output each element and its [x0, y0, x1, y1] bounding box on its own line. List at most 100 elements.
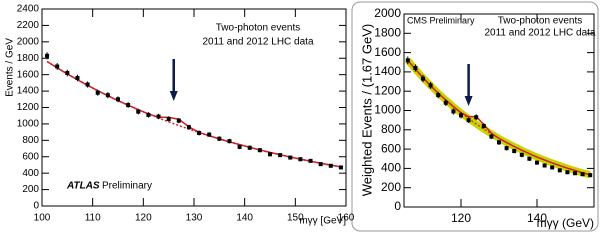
x-tick-label: 120 — [451, 211, 471, 225]
y-tick-label: 1000 — [374, 103, 401, 117]
data-point — [573, 171, 577, 176]
data-point — [156, 114, 161, 119]
data-point — [186, 125, 191, 130]
status-label: Preliminary — [102, 181, 152, 192]
data-point — [55, 64, 60, 69]
data-point — [237, 144, 242, 149]
y-tick-label: 400 — [22, 168, 39, 179]
y-tick-label: 2000 — [374, 6, 401, 20]
data-point — [565, 170, 570, 175]
data-point — [405, 58, 410, 63]
annotation: 2011 and 2012 LHC data — [484, 28, 595, 39]
data-point — [489, 134, 494, 139]
arrow-head — [169, 91, 178, 101]
data-point — [197, 130, 202, 135]
data-point — [428, 83, 433, 88]
data-point — [466, 118, 471, 123]
data-point — [436, 93, 441, 98]
y-axis-label: Weighted Events / (1.67 GeV) — [359, 24, 374, 196]
x-tick-label: 140 — [236, 213, 253, 224]
data-point — [217, 136, 222, 141]
data-point — [535, 160, 539, 165]
experiment-label: ATLAS — [66, 181, 100, 192]
data-point — [136, 109, 141, 114]
x-tick-label: 160 — [338, 213, 355, 224]
data-point — [176, 118, 181, 123]
data-point — [519, 152, 524, 157]
y-tick-label: 0 — [33, 201, 39, 212]
data-point — [328, 163, 333, 168]
y-tick-label: 2400 — [17, 4, 40, 15]
data-point — [504, 146, 509, 151]
data-point — [527, 156, 532, 161]
x-tick-label: 150 — [287, 213, 304, 224]
y-tick-label: 600 — [22, 151, 39, 162]
data-point — [550, 165, 555, 170]
y-tick-label: 1600 — [17, 69, 40, 80]
data-point — [451, 109, 456, 114]
y-tick-label: 800 — [381, 122, 401, 136]
fit-line — [46, 60, 342, 168]
y-tick-label: 1600 — [374, 45, 401, 59]
data-point — [497, 140, 501, 145]
data-point — [318, 162, 323, 167]
y-tick-label: 1200 — [17, 102, 40, 113]
data-point — [512, 149, 517, 154]
y-tick-label: 800 — [22, 135, 39, 146]
data-point — [278, 153, 283, 158]
data-point — [421, 76, 425, 81]
data-point — [95, 90, 100, 95]
x-tick-label: 120 — [135, 213, 152, 224]
data-point — [116, 97, 120, 102]
data-point — [85, 82, 90, 87]
data-point — [268, 152, 272, 157]
data-point — [75, 75, 80, 80]
data-point — [288, 155, 293, 160]
x-axis-label: mγγ [GeV] — [299, 216, 346, 227]
annotation: Two-photon events — [498, 16, 583, 27]
y-tick-label: 1800 — [17, 53, 40, 64]
y-tick-label: 2000 — [17, 36, 40, 47]
data-point — [542, 163, 547, 168]
y-tick-label: 1400 — [17, 86, 40, 97]
data-point — [247, 145, 252, 150]
data-point — [65, 71, 70, 76]
x-tick-label: 130 — [186, 213, 203, 224]
x-tick-label: 140 — [527, 211, 547, 225]
data-point — [207, 132, 212, 137]
x-axis-label: mγγ (GeV) — [537, 216, 594, 230]
annotation: 2011 and 2012 LHC data — [202, 37, 313, 48]
data-point — [105, 93, 110, 98]
data-point — [146, 112, 151, 117]
y-axis-label: Events / GeV — [5, 38, 16, 97]
x-tick-label: 110 — [85, 213, 101, 224]
y-tick-label: 1800 — [374, 25, 401, 39]
data-point — [413, 66, 418, 71]
data-point — [257, 148, 262, 153]
data-point — [298, 157, 303, 162]
figure: 0200400600800100012001400160018002000220… — [5, 1, 599, 232]
data-point — [474, 115, 479, 120]
y-tick-label: 1400 — [374, 64, 401, 78]
y-tick-label: 1200 — [374, 83, 401, 97]
arrow-head — [464, 96, 473, 106]
data-point — [45, 53, 50, 58]
experiment-label: CMS Preliminary — [407, 15, 475, 25]
data-point — [126, 103, 131, 108]
data-point — [338, 165, 343, 170]
x-tick-label: 100 — [34, 213, 51, 224]
data-point — [227, 139, 232, 144]
y-tick-label: 2200 — [17, 20, 40, 31]
data-point — [166, 116, 171, 121]
data-point — [588, 173, 593, 178]
data-point — [459, 113, 463, 118]
y-tick-label: 200 — [381, 180, 401, 194]
y-tick-label: 0 — [394, 199, 401, 213]
y-tick-label: 600 — [381, 141, 401, 155]
data-point — [580, 172, 585, 177]
data-point — [481, 123, 486, 128]
y-tick-label: 200 — [22, 184, 39, 195]
annotation: Two-photon events — [216, 23, 301, 34]
data-point — [308, 158, 313, 163]
data-point — [557, 168, 562, 173]
